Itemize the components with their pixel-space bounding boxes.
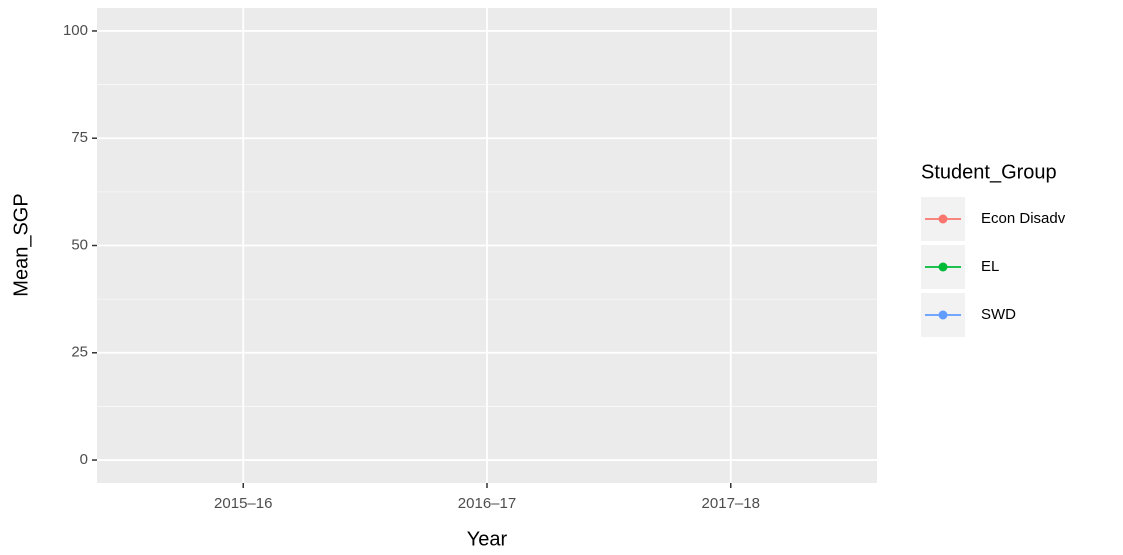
y-tick-label: 25	[71, 344, 88, 361]
legend-point	[938, 262, 948, 272]
y-tick-label: 75	[71, 129, 88, 146]
x-axis-title: Year	[467, 528, 508, 550]
y-tick-label: 0	[80, 451, 88, 468]
legend-label: SWD	[981, 306, 1016, 323]
y-axis-title: Mean_SGP	[10, 193, 32, 296]
legend-label: Econ Disadv	[981, 210, 1066, 227]
legend-point	[938, 310, 948, 320]
legend-point	[938, 214, 948, 224]
y-tick-label: 50	[71, 236, 88, 253]
y-tick-label: 100	[63, 22, 88, 39]
x-tick-label: 2015–16	[214, 495, 272, 512]
legend-title: Student_Group	[921, 161, 1057, 183]
x-tick-label: 2017–18	[702, 495, 760, 512]
legend-label: EL	[981, 258, 999, 275]
x-tick-label: 2016–17	[458, 495, 516, 512]
